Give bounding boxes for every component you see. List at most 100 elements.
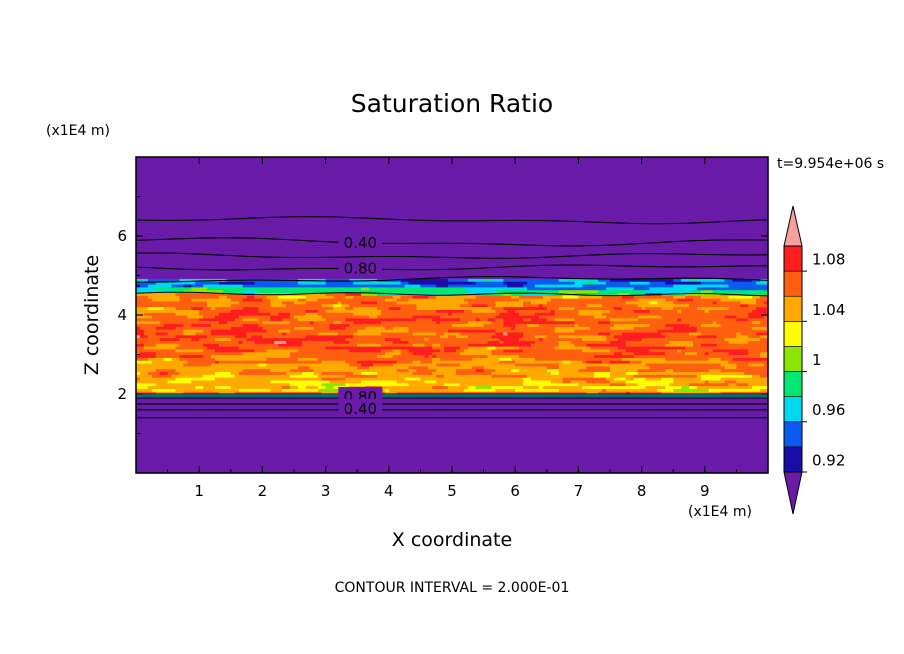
field-cell [218, 343, 279, 347]
field-cell [629, 360, 643, 364]
contour-label-bg [338, 398, 383, 415]
colorbar-swatch [783, 321, 803, 347]
field-cell [159, 371, 169, 375]
field-cell [645, 362, 722, 367]
field-cell [633, 377, 647, 381]
field-cell [748, 351, 761, 356]
field-cell [700, 281, 757, 285]
field-cell [436, 368, 457, 373]
field-cell [696, 351, 706, 356]
field-cell [444, 374, 493, 378]
field-cell [610, 379, 627, 384]
field-cell [554, 317, 576, 322]
contour-label-bg [338, 232, 383, 249]
field-cell [760, 295, 769, 299]
field-cell [708, 309, 753, 313]
field-cell [136, 171, 769, 175]
colorbar-tick-label: 1 [812, 351, 822, 369]
field-cell [412, 295, 429, 299]
field-cell [764, 315, 769, 319]
field-cell [606, 315, 639, 319]
field-cell [487, 303, 497, 308]
field-cell [139, 326, 157, 330]
field-cell [546, 317, 556, 322]
field-cell [353, 334, 441, 339]
field-cell [440, 334, 449, 339]
field-cell [491, 306, 504, 310]
field-cell [278, 295, 307, 299]
field-cell [558, 343, 576, 347]
field-cell [606, 281, 631, 285]
field-cell [136, 351, 141, 356]
field-cell [594, 315, 607, 319]
field-cell [720, 391, 769, 395]
field-cell [538, 315, 595, 319]
field-cell [218, 320, 228, 325]
field-cell [345, 360, 358, 364]
field-cell [467, 334, 493, 339]
field-cell [203, 354, 212, 358]
field-cell [155, 351, 244, 356]
field-cell [163, 323, 184, 327]
field-cell [673, 388, 710, 392]
field-cell [392, 340, 410, 344]
field-cell [625, 300, 651, 305]
field-cell [412, 343, 425, 347]
field-cell [590, 346, 619, 350]
field-cell [155, 286, 192, 291]
field-cell [598, 391, 627, 395]
field-cell [700, 343, 718, 347]
field-cell [499, 337, 520, 341]
field-cell [546, 306, 560, 310]
field-cell [645, 385, 666, 389]
field-cell [211, 329, 267, 333]
field-cell [613, 351, 623, 356]
field-cell [175, 348, 204, 353]
field-cell [305, 295, 335, 299]
field-cell [700, 323, 722, 327]
field-cell [558, 368, 579, 373]
field-cell [689, 278, 698, 282]
field-cell [349, 348, 382, 353]
field-cell [408, 382, 445, 387]
field-cell [554, 312, 579, 316]
field-cell [136, 264, 769, 268]
field-cell [329, 379, 362, 384]
field-cell [136, 379, 169, 384]
field-cell [143, 329, 184, 333]
field-cell [681, 348, 714, 353]
field-cell [246, 331, 283, 336]
field-cell [337, 300, 342, 305]
field-cell [649, 286, 698, 291]
field-cell [211, 323, 244, 327]
field-cell [136, 362, 184, 367]
field-cell [519, 368, 548, 373]
field-cell [736, 365, 769, 370]
field-cell [586, 343, 627, 347]
field-cell [748, 382, 769, 387]
field-cell [183, 283, 192, 288]
field-cell [254, 295, 267, 299]
field-cell [171, 283, 184, 288]
field-cell [625, 340, 670, 344]
field-cell [610, 348, 627, 353]
field-cell [649, 365, 726, 370]
field-cell [242, 340, 256, 344]
field-cell [436, 320, 441, 325]
field-cell [242, 306, 260, 310]
field-cell [380, 312, 449, 316]
field-cell [542, 385, 583, 389]
field-cell [760, 354, 769, 358]
field-cell [136, 185, 769, 189]
field-cell [234, 374, 291, 378]
field-cell [594, 374, 611, 378]
field-cell [661, 377, 674, 381]
field-cell [503, 306, 548, 310]
field-cell [523, 377, 532, 381]
field-cell [136, 165, 769, 169]
field-cell [136, 193, 769, 198]
field-cell [159, 337, 181, 341]
field-cell [179, 337, 192, 341]
field-cell [748, 340, 769, 344]
field-cell [179, 371, 216, 375]
